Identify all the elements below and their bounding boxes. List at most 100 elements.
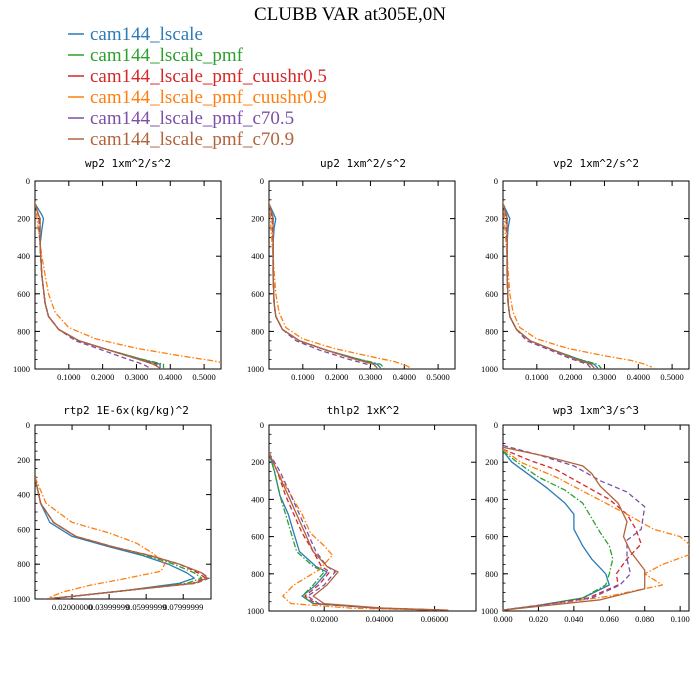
- legend-entry: cam144_lscale: [90, 24, 203, 45]
- y-tick-label: 0: [494, 420, 498, 430]
- panel-title-thlp2: thlp2 1xK^2: [327, 404, 400, 417]
- x-tick-label: 0.5000: [426, 372, 449, 382]
- x-tick-label: 0.2000: [325, 372, 348, 382]
- series-line: [269, 201, 412, 369]
- y-tick-label: 400: [17, 251, 30, 261]
- series-line: [503, 446, 646, 611]
- series-line: [269, 203, 378, 369]
- legend-entry: cam144_lscale_pmf_cuushr0.9: [90, 87, 327, 108]
- panel-title-up2: up2 1xm^2/s^2: [320, 157, 406, 170]
- x-tick-label: 0.4000: [627, 372, 650, 382]
- x-tick-label: 0.02000000: [52, 602, 92, 612]
- series-line: [35, 477, 210, 599]
- y-tick-label: 800: [17, 559, 30, 569]
- y-tick-label: 400: [485, 251, 498, 261]
- y-tick-label: 1000: [247, 364, 264, 374]
- series-line: [35, 477, 203, 599]
- y-tick-label: 0: [494, 176, 498, 186]
- series-line: [269, 203, 385, 369]
- y-tick-label: 400: [251, 251, 264, 261]
- series-line: [269, 203, 382, 369]
- series-line: [503, 201, 653, 368]
- series-line: [35, 203, 165, 369]
- x-tick-label: 0.020: [529, 614, 548, 624]
- series-line: [269, 452, 449, 611]
- x-tick-label: 0.000: [493, 614, 512, 624]
- x-tick-label: 0.04000: [366, 614, 394, 624]
- x-tick-label: 0.5000: [192, 372, 215, 382]
- series-line: [269, 203, 378, 369]
- legend-entry: cam144_lscale_pmf_c70.9: [90, 129, 294, 150]
- series-line: [35, 203, 151, 369]
- y-tick-label: 200: [485, 457, 498, 467]
- y-tick-label: 800: [17, 326, 30, 336]
- series-line: [269, 452, 443, 611]
- x-tick-label: 0.1000: [525, 372, 548, 382]
- legend-entry: cam144_lscale_pmf: [90, 45, 244, 66]
- x-tick-label: 0.1000: [291, 372, 314, 382]
- y-tick-label: 600: [251, 289, 264, 299]
- y-tick-label: 1000: [13, 594, 30, 604]
- x-tick-label: 0.02000: [310, 614, 338, 624]
- x-tick-label: 0.3000: [593, 372, 616, 382]
- series-line: [269, 452, 446, 611]
- y-tick-label: 0: [26, 420, 30, 430]
- y-tick-label: 600: [251, 532, 264, 542]
- series-line: [35, 477, 207, 599]
- y-tick-label: 0: [260, 176, 264, 186]
- panel-title-vp2: vp2 1xm^2/s^2: [553, 157, 639, 170]
- y-tick-label: 200: [485, 214, 498, 224]
- series-line: [503, 444, 646, 611]
- x-tick-label: 0.060: [600, 614, 619, 624]
- plot-frame: [34, 180, 222, 370]
- x-tick-label: 0.2000: [91, 372, 114, 382]
- legend-entry: cam144_lscale_pmf_c70.5: [90, 108, 294, 129]
- x-tick-label: 0.07999999: [163, 602, 203, 612]
- panel-thlp2: thlp2 1xK^2 0 200 400 600 800 1000 0.02000 0.04…: [247, 404, 477, 624]
- y-tick-label: 600: [17, 289, 30, 299]
- y-tick-label: 800: [485, 326, 498, 336]
- x-tick-label: 0.100: [671, 614, 690, 624]
- y-tick-label: 800: [485, 569, 498, 579]
- x-tick-label: 0.4000: [393, 372, 416, 382]
- y-tick-label: 600: [17, 524, 30, 534]
- x-tick-label: 0.05999999: [126, 602, 166, 612]
- series-line: [503, 203, 595, 369]
- panel-rtp2: rtp2 1E-6x(kg/kg)^2 0 200 400 600 800 1000 0.0…: [13, 404, 212, 612]
- x-tick-label: 0.040: [564, 614, 583, 624]
- y-tick-label: 1000: [13, 364, 30, 374]
- x-tick-label: 0.5000: [660, 372, 683, 382]
- panel-title-wp3: wp3 1xm^3/s^3: [553, 404, 639, 417]
- figure-title: CLUBB VAR at305E,0N: [254, 4, 446, 25]
- y-tick-label: 600: [485, 532, 498, 542]
- y-tick-label: 400: [485, 494, 498, 504]
- y-tick-label: 400: [251, 494, 264, 504]
- y-tick-label: 800: [251, 569, 264, 579]
- plot-frame: [34, 424, 212, 600]
- y-tick-label: 1000: [481, 364, 498, 374]
- series-line: [503, 203, 595, 369]
- panel-title-rtp2: rtp2 1E-6x(kg/kg)^2: [63, 404, 189, 417]
- x-tick-label: 0.3000: [359, 372, 382, 382]
- series-line: [35, 203, 158, 369]
- panel-up2: up2 1xm^2/s^2 0 200 400 600 800 1000 0.1000 0.2…: [247, 157, 456, 382]
- series-line: [35, 201, 221, 364]
- y-tick-label: 800: [251, 326, 264, 336]
- x-tick-label: 0.3000: [125, 372, 148, 382]
- panel-vp2: vp2 1xm^2/s^2 0 200 400 600 800 1000 0.1000 0.2…: [481, 157, 690, 382]
- series-line: [269, 452, 441, 611]
- x-tick-label: 0.080: [635, 614, 654, 624]
- series-line: [503, 448, 642, 611]
- x-tick-label: 0.03999999: [89, 602, 129, 612]
- y-tick-label: 0: [260, 420, 264, 430]
- series-line: [503, 450, 614, 611]
- series-line: [503, 203, 592, 369]
- series-line: [35, 477, 208, 599]
- y-tick-label: 200: [17, 214, 30, 224]
- y-tick-label: 1000: [481, 606, 498, 616]
- y-tick-label: 600: [485, 289, 498, 299]
- y-tick-label: 0: [26, 176, 30, 186]
- x-tick-label: 0.4000: [159, 372, 182, 382]
